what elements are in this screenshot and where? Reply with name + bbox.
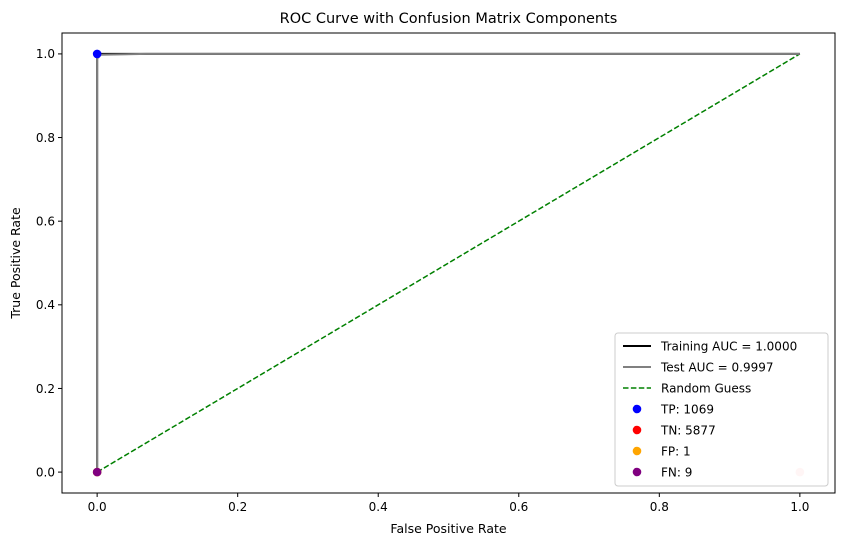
series-line-random-guess: [96, 53, 801, 473]
y-axis-label: True Positive Rate: [8, 207, 23, 320]
y-tick-label: 0.8: [36, 131, 55, 145]
legend-entry: Test AUC = 0.9997: [623, 360, 774, 374]
legend-label: TN: 5877: [660, 423, 716, 437]
legend-swatch-point: [632, 404, 642, 414]
x-tick-label: 0.6: [509, 500, 528, 514]
x-tick-label: 0.4: [369, 500, 388, 514]
x-tick-label: 0.0: [88, 500, 107, 514]
legend-label: TP: 1069: [660, 402, 714, 416]
x-tick-label: 0.2: [228, 500, 247, 514]
legend-label: FN: 9: [661, 465, 692, 479]
legend-entry: TP: 1069: [632, 402, 714, 416]
y-tick-label: 0.4: [36, 298, 55, 312]
legend-label: Training AUC = 1.0000: [660, 339, 797, 353]
legend-swatch-point: [632, 467, 642, 477]
legend-entry: FN: 9: [632, 465, 692, 479]
y-tick-label: 1.0: [36, 47, 55, 61]
legend-label: Test AUC = 0.9997: [660, 360, 774, 374]
axes-frame: [61, 32, 836, 494]
x-axis-ticks: 0.0 0.2 0.4 0.6 0.8 1.0: [88, 493, 809, 514]
legend-swatch-point: [632, 425, 642, 435]
legend-label: FP: 1: [661, 444, 691, 458]
x-tick-label: 1.0: [790, 500, 809, 514]
y-tick-label: 0.0: [36, 465, 55, 479]
point-fn: [92, 467, 102, 477]
x-tick-label: 0.8: [650, 500, 669, 514]
y-tick-label: 0.2: [36, 382, 55, 396]
legend-box: [614, 332, 829, 487]
legend-swatch-point: [632, 446, 642, 456]
legend-entry: Random Guess: [623, 381, 751, 395]
legend-entry: Training AUC = 1.0000: [623, 339, 797, 353]
chart-title: ROC Curve with Confusion Matrix Componen…: [280, 11, 618, 27]
legend-entry: TN: 5877: [632, 423, 716, 437]
x-axis-label: False Positive Rate: [390, 521, 506, 536]
legend: Training AUC = 1.0000 Test AUC = 0.9997 Ra…: [614, 332, 829, 487]
y-tick-label: 0.6: [36, 214, 55, 228]
legend-label: Random Guess: [661, 381, 751, 395]
legend-entry: FP: 1: [632, 444, 691, 458]
y-axis-ticks: 0.0 0.2 0.4 0.6 0.8 1.0: [36, 47, 62, 479]
point-tp: [92, 49, 102, 59]
